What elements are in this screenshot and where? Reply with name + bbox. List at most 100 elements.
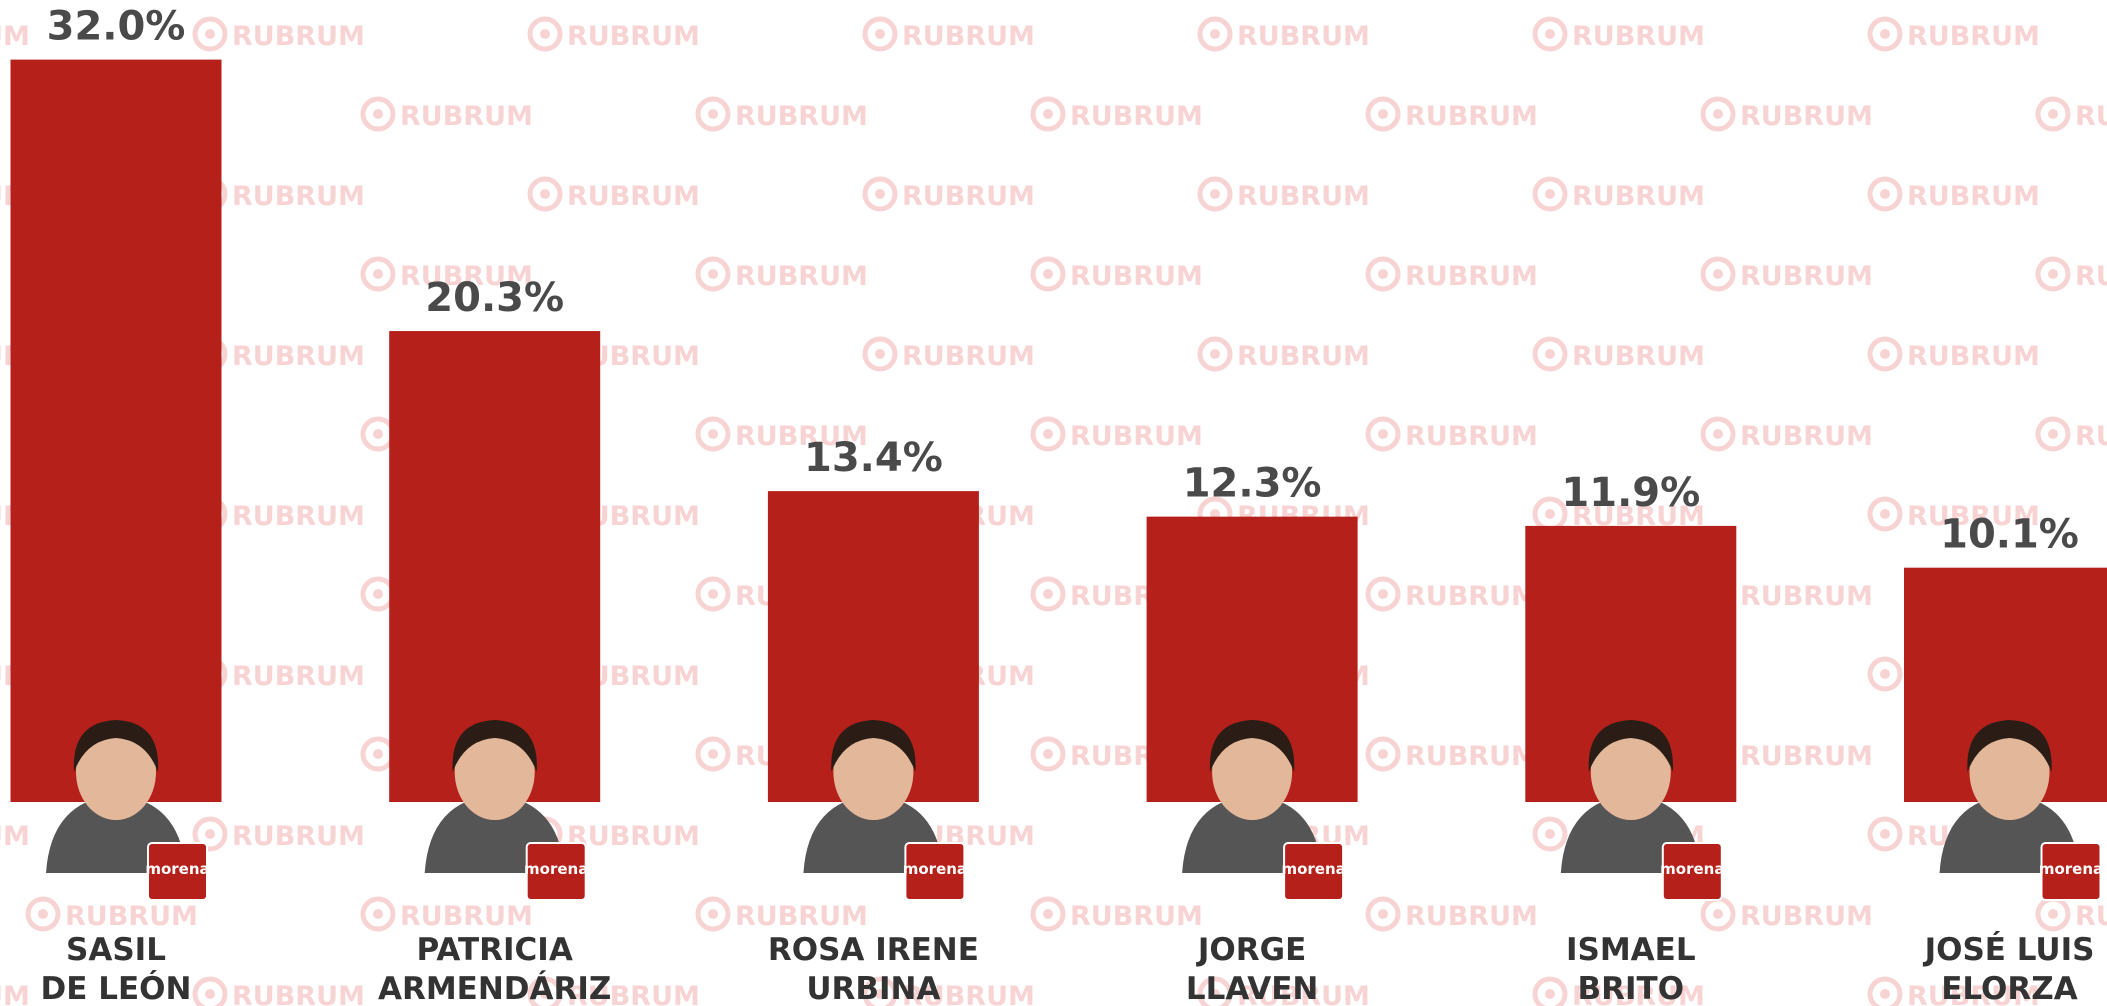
watermark: RUBRUM	[1237, 21, 1370, 52]
x-tick-label: JORGE LLAVEN	[1185, 932, 1319, 1006]
watermark: RUBRUM	[1405, 741, 1538, 772]
party-logo-text: morena	[1660, 860, 1724, 878]
watermark-icon	[1030, 96, 1066, 132]
watermark: RUBRUM	[1907, 21, 2040, 52]
watermark: RUBRUM	[1740, 581, 1873, 612]
watermark-icon	[1197, 176, 1233, 212]
watermark-icon	[695, 736, 731, 772]
watermark-icon	[695, 896, 731, 932]
watermark-icon	[862, 976, 898, 1006]
watermark-dot	[373, 909, 383, 919]
value-label: 10.1%	[1940, 512, 2079, 558]
photo-hair	[831, 720, 916, 772]
watermark-icon	[2035, 256, 2071, 292]
watermark: RUBRUM	[1740, 261, 1873, 292]
watermark-dot	[1378, 909, 1388, 919]
photo-head	[1969, 724, 2050, 820]
watermark-dot	[373, 749, 383, 759]
watermark: RUBRUM	[232, 501, 365, 532]
watermark-dot	[708, 909, 718, 919]
watermark-dot	[708, 589, 718, 599]
watermark: RUBRUM	[1405, 421, 1538, 452]
watermark: RUBRUM	[1907, 181, 2040, 212]
watermark-dot	[1043, 109, 1053, 119]
watermark-icon	[1197, 976, 1233, 1006]
watermark: RUBRUM	[1237, 981, 1370, 1006]
watermark-icon	[1030, 576, 1066, 612]
photo-hair	[1588, 720, 1673, 772]
watermark-dot	[38, 909, 48, 919]
watermark: RUBRUM	[2075, 101, 2107, 132]
watermark-icon	[2035, 96, 2071, 132]
watermark: RUBRUM	[567, 821, 700, 852]
watermark-dot	[2048, 269, 2058, 279]
watermark-icon	[2035, 416, 2071, 452]
watermark: RUBRUM	[1740, 421, 1873, 452]
watermark-icon	[1867, 336, 1903, 372]
watermark: RUBRUM	[902, 21, 1035, 52]
watermark-dot	[540, 189, 550, 199]
watermark-dot	[1210, 189, 1220, 199]
watermark: RUBRUM	[1070, 261, 1203, 292]
watermark-icon	[192, 816, 228, 852]
watermark: RUBRUM	[400, 261, 533, 292]
watermark-dot	[875, 349, 885, 359]
watermark: RUBRUM	[2075, 901, 2107, 932]
watermark-dot	[1880, 29, 1890, 39]
watermark-icon	[1365, 576, 1401, 612]
watermark-icon	[360, 896, 396, 932]
watermark: RUBRUM	[1740, 901, 1873, 932]
watermark-icon	[1700, 96, 1736, 132]
x-tick-label: ROSA IRENE URBINA	[767, 932, 979, 1006]
photo-hair	[452, 720, 537, 772]
watermark: RUBRUM	[0, 21, 30, 52]
watermark-dot	[2048, 429, 2058, 439]
watermark-dot	[1713, 909, 1723, 919]
watermark-dot	[1043, 589, 1053, 599]
photo-head	[833, 724, 914, 820]
watermark-icon	[1365, 256, 1401, 292]
watermark-dot	[1043, 909, 1053, 919]
watermark-dot	[708, 269, 718, 279]
watermark-dot	[1043, 429, 1053, 439]
watermark: RUBRUM	[1070, 421, 1203, 452]
watermark: RUBRUM	[1907, 981, 2040, 1006]
watermark-icon	[192, 16, 228, 52]
watermark: RUBRUM	[1405, 901, 1538, 932]
watermark-icon	[1532, 16, 1568, 52]
party-logo	[1661, 842, 1723, 901]
value-label: 13.4%	[804, 435, 943, 481]
watermark-dot	[1043, 749, 1053, 759]
value-label: 12.3%	[1183, 461, 1322, 507]
watermark: RUBRUM	[232, 661, 365, 692]
watermark-icon	[1700, 416, 1736, 452]
photo-hair	[1209, 720, 1295, 772]
party-logo	[2040, 842, 2102, 901]
watermark-dot	[1880, 669, 1890, 679]
photo-hair	[1967, 720, 2052, 772]
watermark-icon	[1197, 336, 1233, 372]
watermark-dot	[1210, 29, 1220, 39]
x-tick-label: ISMAEL BRITO	[1565, 932, 1696, 1006]
watermark-icon	[25, 896, 61, 932]
watermark-dot	[875, 989, 885, 999]
watermark: RUBRUM	[1070, 101, 1203, 132]
watermark: RUBRUM	[735, 421, 868, 452]
candidate-photo	[1560, 720, 1701, 873]
watermark-icon	[527, 16, 563, 52]
watermark-icon	[862, 336, 898, 372]
watermark-dot	[1378, 269, 1388, 279]
watermark: RUBRUM	[1405, 101, 1538, 132]
watermark: RUBRUM	[902, 341, 1035, 372]
party-logo-text: morena	[1281, 860, 1345, 878]
watermark: RUBRUM	[65, 901, 198, 932]
watermark: RUBRUM	[0, 821, 30, 852]
watermark: RUBRUM	[1907, 341, 2040, 372]
watermark-dot	[708, 429, 718, 439]
watermark-icon	[1365, 96, 1401, 132]
watermark: RUBRUM	[902, 981, 1035, 1006]
watermark: RUBRUM	[400, 901, 533, 932]
watermark-icon	[1867, 976, 1903, 1006]
